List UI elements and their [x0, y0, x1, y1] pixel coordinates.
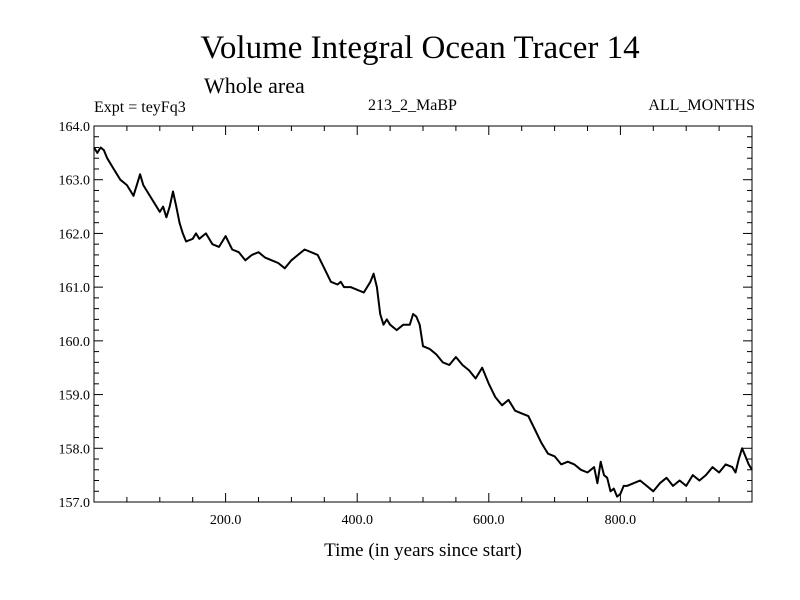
chart-subtitle: Whole area	[204, 73, 305, 98]
chart-title: Volume Integral Ocean Tracer 14	[200, 30, 640, 66]
y-tick-label: 163.0	[59, 174, 91, 189]
x-tick-label: 600.0	[473, 513, 505, 528]
months-label: ALL_MONTHS	[648, 97, 755, 114]
axis-ticks	[94, 125, 752, 503]
y-tick-label: 162.0	[59, 227, 91, 242]
x-tick-label: 200.0	[210, 513, 242, 528]
experiment-label: Expt = teyFq3	[94, 99, 186, 116]
x-tick-label: 800.0	[605, 513, 637, 528]
y-tick-label: 161.0	[59, 281, 91, 296]
run-label: 213_2_MaBP	[368, 97, 457, 114]
y-tick-label: 160.0	[59, 335, 91, 350]
x-axis-label: Time (in years since start)	[324, 540, 522, 561]
y-tick-label: 159.0	[59, 389, 91, 404]
plot-frame	[93, 125, 753, 503]
y-tick-label: 164.0	[59, 120, 91, 135]
series-line	[93, 146, 753, 498]
x-tick-label: 400.0	[341, 513, 373, 528]
axis-tick-labels: 200.0 400.0 600.0 800.0 157.0 158.0 159.0 160.0…	[59, 120, 637, 528]
y-tick-label: 157.0	[59, 496, 91, 511]
y-tick-label: 158.0	[59, 442, 91, 457]
